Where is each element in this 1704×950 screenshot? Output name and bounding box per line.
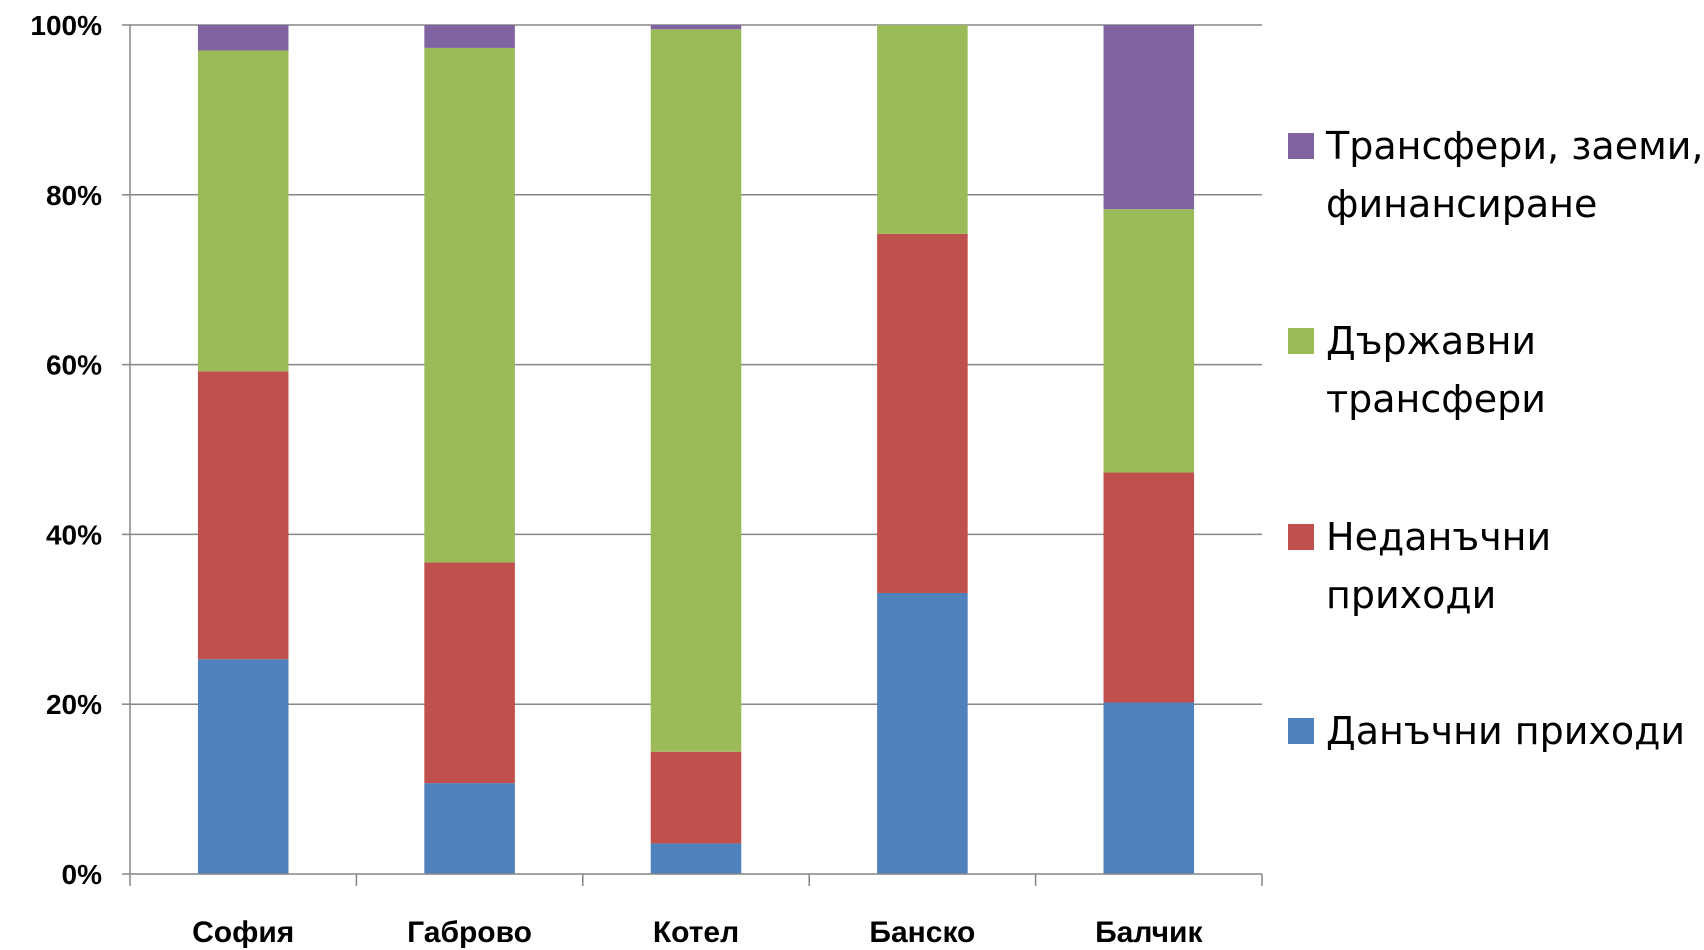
bar-segment — [650, 751, 742, 844]
x-axis-labels: София Габрово Котел Банско Балчик — [192, 916, 1203, 949]
bar-segment — [1103, 25, 1195, 210]
bar-segment — [650, 29, 742, 752]
bar-segment — [197, 659, 289, 874]
legend-swatch — [1288, 524, 1314, 550]
legend-label: Данъчни приходи — [1326, 709, 1685, 753]
x-tick-label: Банско — [869, 916, 975, 949]
axes — [122, 24, 1263, 886]
bar-segment — [1103, 209, 1195, 473]
y-tick-label: 100% — [30, 10, 102, 41]
bar-segment — [424, 562, 515, 784]
x-tick-label: Габрово — [407, 916, 532, 949]
legend-swatch — [1288, 133, 1314, 159]
bar-segment — [424, 47, 515, 563]
bar-segment — [197, 25, 289, 51]
bars — [197, 25, 1195, 874]
y-axis-ticks: 0% 20% 40% 60% 80% 100% — [30, 10, 102, 890]
bar-segment — [424, 25, 515, 48]
bar-segment — [877, 233, 968, 593]
x-tick-label: Балчик — [1095, 916, 1203, 949]
bar-segment — [1103, 472, 1195, 703]
bar-segment — [650, 843, 742, 874]
x-tick-label: София — [192, 916, 294, 949]
bar-segment — [197, 371, 289, 660]
legend-swatch — [1288, 328, 1314, 354]
bar-segment — [1103, 702, 1195, 874]
bar-segment — [877, 592, 968, 874]
bar-segment — [650, 25, 742, 30]
legend-swatch — [1288, 718, 1314, 744]
legend: Трансфери, заеми, финансиране Държавни тран… — [1288, 124, 1704, 753]
legend-label: Държавни трансфери — [1326, 319, 1546, 421]
y-tick-label: 40% — [46, 519, 102, 550]
bar-segment — [877, 25, 968, 234]
y-tick-label: 20% — [46, 689, 102, 720]
legend-label: Неданъчни приходи — [1326, 515, 1551, 617]
y-tick-label: 80% — [46, 180, 102, 211]
legend-label: Трансфери, заеми, финансиране — [1325, 124, 1704, 226]
y-tick-label: 0% — [62, 859, 103, 890]
bar-segment — [424, 783, 515, 874]
bar-segment — [197, 50, 289, 372]
y-tick-label: 60% — [46, 350, 102, 381]
x-tick-label: Котел — [653, 916, 739, 949]
